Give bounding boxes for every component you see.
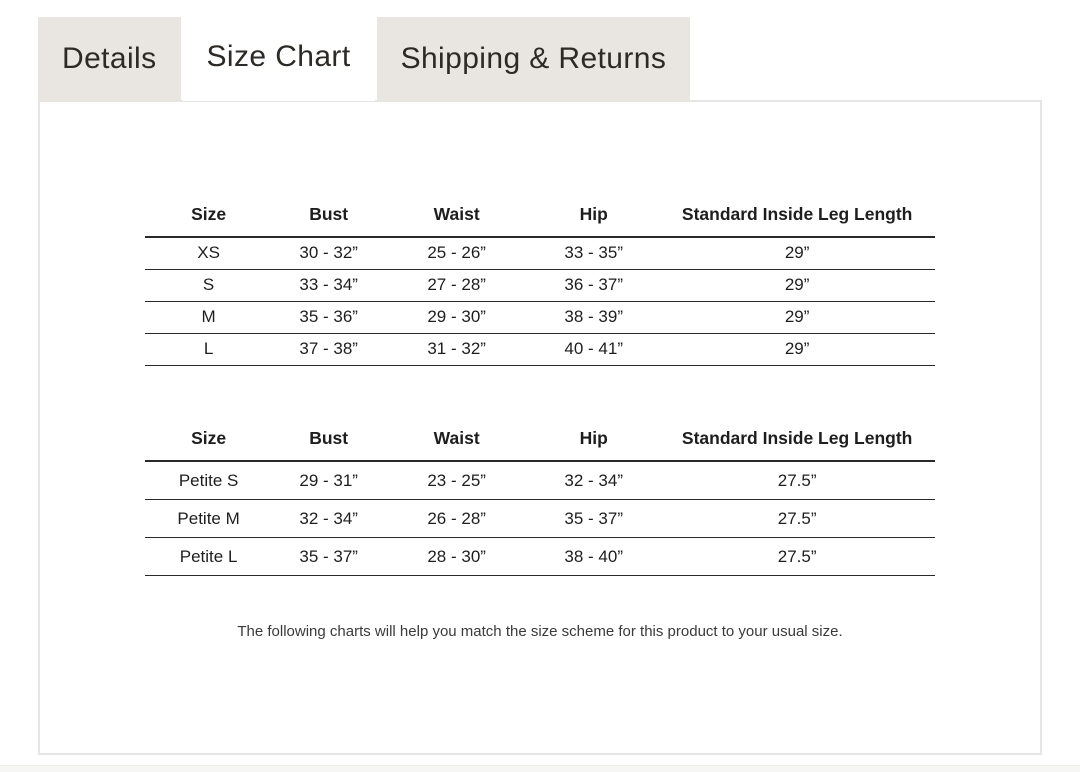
size-cell: 35 - 36” <box>272 301 386 334</box>
size-cell: 32 - 34” <box>272 499 386 538</box>
size-cell: 30 - 32” <box>272 237 386 270</box>
size-cell: 38 - 39” <box>528 301 660 334</box>
size-cell: 27 - 28” <box>385 269 529 302</box>
size-cell: 29” <box>659 333 935 366</box>
size-chart-panel: Size Bust Waist Hip Standard Inside Leg Leng… <box>38 100 1042 755</box>
column-header: Waist <box>385 198 529 238</box>
size-cell: 27.5” <box>659 499 935 538</box>
page-bottom-strip <box>0 765 1080 772</box>
size-cell: Petite S <box>145 461 273 500</box>
size-cell: L <box>145 333 273 366</box>
column-header: Waist <box>385 422 529 462</box>
size-cell: 35 - 37” <box>272 537 386 576</box>
column-header: Hip <box>528 198 660 238</box>
regular-sizes-table: Size Bust Waist Hip Standard Inside Leg Leng… <box>145 198 935 366</box>
size-cell: 27.5” <box>659 537 935 576</box>
table-row: Petite S 29 - 31” 23 - 25” 32 - 34” 27.5” <box>145 461 935 500</box>
column-header: Size <box>145 198 273 238</box>
size-cell: Petite L <box>145 537 273 576</box>
table-row: S 33 - 34” 27 - 28” 36 - 37” 29” <box>145 269 935 302</box>
tab-bar: Details Size Chart Shipping & Returns <box>38 13 691 101</box>
size-cell: 29” <box>659 269 935 302</box>
size-cell: 27.5” <box>659 461 935 500</box>
table-row: Petite M 32 - 34” 26 - 28” 35 - 37” 27.5” <box>145 499 935 538</box>
size-cell: M <box>145 301 273 334</box>
table-row: L 37 - 38” 31 - 32” 40 - 41” 29” <box>145 333 935 366</box>
size-cell: 29” <box>659 237 935 270</box>
column-header: Standard Inside Leg Length <box>659 422 935 462</box>
size-cell: 33 - 35” <box>528 237 660 270</box>
size-cell: 23 - 25” <box>385 461 529 500</box>
size-cell: 28 - 30” <box>385 537 529 576</box>
size-cell: 40 - 41” <box>528 333 660 366</box>
size-cell: XS <box>145 237 273 270</box>
size-cell: 29 - 31” <box>272 461 386 500</box>
table-row: Petite L 35 - 37” 28 - 30” 38 - 40” 27.5” <box>145 537 935 576</box>
size-cell: 33 - 34” <box>272 269 386 302</box>
header-row: Size Bust Waist Hip Standard Inside Leg Leng… <box>145 198 935 238</box>
tab-shipping-returns[interactable]: Shipping & Returns <box>376 17 691 101</box>
size-cell: 37 - 38” <box>272 333 386 366</box>
column-header: Bust <box>272 198 386 238</box>
size-cell: 29” <box>659 301 935 334</box>
size-cell: 38 - 40” <box>528 537 660 576</box>
size-chart-note: The following charts will help you match… <box>237 623 843 640</box>
size-cell: S <box>145 269 273 302</box>
tab-size-chart[interactable]: Size Chart <box>182 13 375 101</box>
petite-sizes-table: Size Bust Waist Hip Standard Inside Leg Leng… <box>145 422 935 576</box>
header-row: Size Bust Waist Hip Standard Inside Leg Leng… <box>145 422 935 462</box>
size-cell: 36 - 37” <box>528 269 660 302</box>
size-cell: Petite M <box>145 499 273 538</box>
size-cell: 31 - 32” <box>385 333 529 366</box>
column-header: Bust <box>272 422 386 462</box>
column-header: Size <box>145 422 273 462</box>
size-cell: 32 - 34” <box>528 461 660 500</box>
table-row: XS 30 - 32” 25 - 26” 33 - 35” 29” <box>145 237 935 270</box>
column-header: Standard Inside Leg Length <box>659 198 935 238</box>
size-cell: 29 - 30” <box>385 301 529 334</box>
size-cell: 25 - 26” <box>385 237 529 270</box>
column-header: Hip <box>528 422 660 462</box>
size-cell: 35 - 37” <box>528 499 660 538</box>
table-row: M 35 - 36” 29 - 30” 38 - 39” 29” <box>145 301 935 334</box>
tab-details[interactable]: Details <box>38 17 181 101</box>
size-cell: 26 - 28” <box>385 499 529 538</box>
